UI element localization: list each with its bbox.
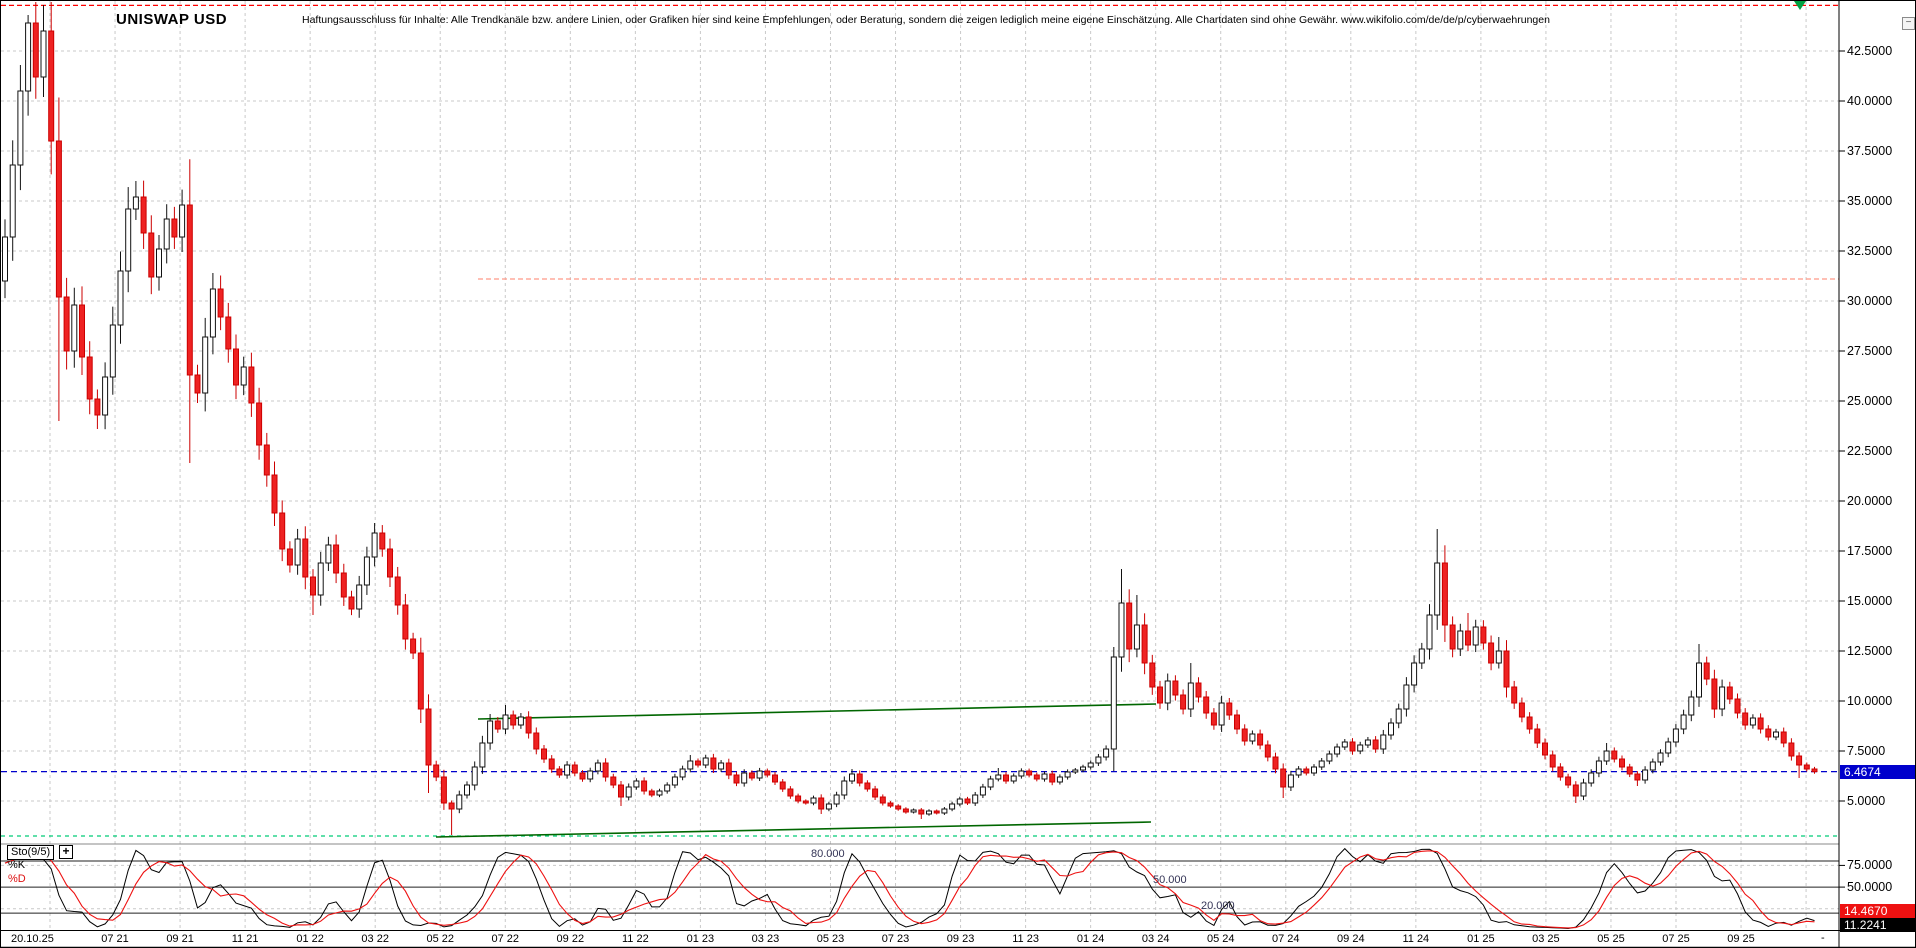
- date-tick-label: 01 25: [1467, 933, 1495, 945]
- d-value-badge: 14.4670: [1840, 903, 1915, 918]
- chart-title: UNISWAP USD: [116, 11, 228, 28]
- date-tick-label: 07 21: [101, 933, 129, 945]
- collapse-axis-button[interactable]: −: [1902, 17, 1915, 30]
- date-tick-label: 03 23: [751, 933, 780, 945]
- stochastic-guide-label: 80.000: [811, 848, 845, 861]
- price-axis-label: 32.5000: [1847, 244, 1893, 258]
- date-tick-label: 11 23: [1012, 933, 1039, 945]
- price-axis-label: 40.0000: [1847, 94, 1893, 108]
- date-tick-label: 09 22: [556, 933, 585, 945]
- stochastic-axis-label: 75.0000: [1847, 858, 1893, 873]
- date-tick-label: 05 24: [1206, 933, 1235, 945]
- price-axis-label: 27.5000: [1847, 344, 1893, 358]
- date-tick-label: 05 23: [816, 933, 845, 945]
- d-line-legend: %D: [8, 873, 26, 885]
- date-tick-label: 03 24: [1141, 933, 1170, 945]
- axis-minus-label[interactable]: -: [1821, 932, 1825, 944]
- date-tick-label: 03 25: [1532, 933, 1560, 945]
- date-tick-label: 05 22: [426, 933, 454, 945]
- date-tick-label: 03 22: [361, 933, 389, 945]
- price-axis-label: 37.5000: [1847, 144, 1893, 158]
- stochastic-axis-label: 50.0000: [1847, 880, 1893, 895]
- stochastic-guide-label: 50.000: [1153, 874, 1187, 887]
- price-axis-label: 10.0000: [1847, 694, 1893, 708]
- price-axis-label: 12.5000: [1847, 644, 1893, 658]
- price-axis-label: 22.5000: [1847, 444, 1893, 458]
- disclaimer-text: Haftungsausschluss für Inhalte: Alle Tre…: [302, 14, 1550, 26]
- date-tick-label: 05 25: [1597, 933, 1625, 945]
- date-tick-label: 01 24: [1076, 933, 1105, 945]
- k-line-legend: %K: [8, 859, 26, 871]
- date-tick-label: 11 21: [231, 933, 259, 945]
- current-price-badge: 6.4674: [1840, 764, 1915, 779]
- price-axis-label: 35.0000: [1847, 194, 1893, 208]
- price-axis-label: 42.5000: [1847, 44, 1893, 58]
- date-label-start: 20.10.25: [11, 933, 54, 945]
- date-tick-label: 07 24: [1271, 933, 1300, 945]
- price-axis-label: 17.5000: [1847, 544, 1893, 558]
- date-tick-label: 07 25: [1662, 933, 1690, 945]
- price-axis-label: 15.0000: [1847, 594, 1893, 608]
- date-tick-label: 01 22: [296, 933, 324, 945]
- date-tick-label: 07 23: [881, 933, 910, 945]
- date-tick-label: 09 25: [1727, 933, 1755, 945]
- signal-arrow-down-icon: [1794, 1, 1806, 10]
- price-axis-label: 5.0000: [1847, 794, 1886, 808]
- date-tick-label: 09 24: [1337, 933, 1365, 945]
- date-tick-label: 09 23: [946, 933, 975, 945]
- date-tick-label: 11 24: [1402, 933, 1430, 945]
- price-axis-label: 7.5000: [1847, 744, 1886, 758]
- price-axis-label: 20.0000: [1847, 494, 1893, 508]
- price-axis-label: 25.0000: [1847, 394, 1893, 408]
- price-axis-label: 30.0000: [1847, 294, 1893, 308]
- date-tick-label: 07 22: [491, 933, 520, 945]
- date-tick-label: 01 23: [686, 933, 715, 945]
- stochastic-indicator-label[interactable]: Sto(9/5): [7, 845, 55, 860]
- date-tick-label: 11 22: [622, 933, 649, 945]
- add-indicator-button[interactable]: +: [59, 845, 73, 859]
- date-tick-label: 09 21: [166, 933, 194, 945]
- stochastic-guide-label: 20.000: [1201, 900, 1235, 913]
- k-value-badge: 11.2241: [1840, 918, 1915, 932]
